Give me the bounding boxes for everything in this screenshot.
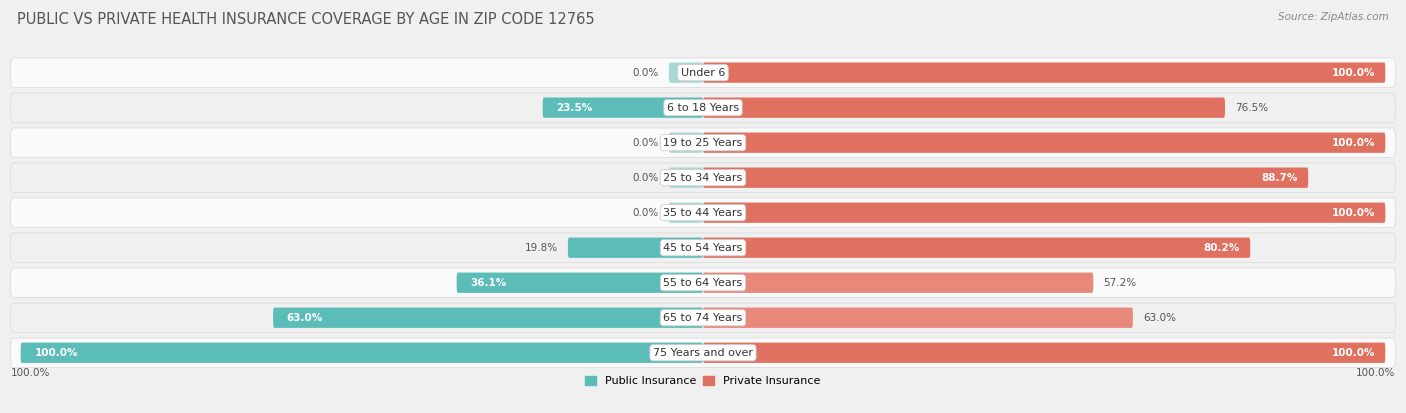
FancyBboxPatch shape <box>669 62 703 83</box>
Text: 35 to 44 Years: 35 to 44 Years <box>664 208 742 218</box>
FancyBboxPatch shape <box>10 128 1396 157</box>
Text: 100.0%: 100.0% <box>1331 208 1375 218</box>
FancyBboxPatch shape <box>273 308 703 328</box>
Text: 45 to 54 Years: 45 to 54 Years <box>664 243 742 253</box>
Text: 23.5%: 23.5% <box>557 103 592 113</box>
Text: 63.0%: 63.0% <box>287 313 323 323</box>
FancyBboxPatch shape <box>10 268 1396 297</box>
Text: 57.2%: 57.2% <box>1104 278 1136 288</box>
Text: Source: ZipAtlas.com: Source: ZipAtlas.com <box>1278 12 1389 22</box>
Text: PUBLIC VS PRIVATE HEALTH INSURANCE COVERAGE BY AGE IN ZIP CODE 12765: PUBLIC VS PRIVATE HEALTH INSURANCE COVER… <box>17 12 595 27</box>
FancyBboxPatch shape <box>703 168 1308 188</box>
Text: Under 6: Under 6 <box>681 68 725 78</box>
FancyBboxPatch shape <box>703 273 1094 293</box>
Text: 0.0%: 0.0% <box>633 173 658 183</box>
FancyBboxPatch shape <box>703 202 1385 223</box>
FancyBboxPatch shape <box>10 163 1396 192</box>
Text: 0.0%: 0.0% <box>633 208 658 218</box>
Text: 0.0%: 0.0% <box>633 138 658 148</box>
Text: 65 to 74 Years: 65 to 74 Years <box>664 313 742 323</box>
Text: 25 to 34 Years: 25 to 34 Years <box>664 173 742 183</box>
FancyBboxPatch shape <box>703 308 1133 328</box>
FancyBboxPatch shape <box>669 133 703 153</box>
FancyBboxPatch shape <box>703 62 1385 83</box>
Legend: Public Insurance, Private Insurance: Public Insurance, Private Insurance <box>581 372 825 391</box>
FancyBboxPatch shape <box>703 97 1225 118</box>
FancyBboxPatch shape <box>457 273 703 293</box>
Text: 80.2%: 80.2% <box>1204 243 1240 253</box>
Text: 36.1%: 36.1% <box>471 278 506 288</box>
Text: 100.0%: 100.0% <box>1331 348 1375 358</box>
FancyBboxPatch shape <box>703 133 1385 153</box>
Text: 75 Years and over: 75 Years and over <box>652 348 754 358</box>
FancyBboxPatch shape <box>669 168 703 188</box>
Text: 88.7%: 88.7% <box>1261 173 1298 183</box>
FancyBboxPatch shape <box>10 338 1396 368</box>
Text: 100.0%: 100.0% <box>1331 138 1375 148</box>
FancyBboxPatch shape <box>703 237 1250 258</box>
Text: 6 to 18 Years: 6 to 18 Years <box>666 103 740 113</box>
FancyBboxPatch shape <box>543 97 703 118</box>
Text: 100.0%: 100.0% <box>1331 68 1375 78</box>
Text: 19 to 25 Years: 19 to 25 Years <box>664 138 742 148</box>
Text: 63.0%: 63.0% <box>1143 313 1175 323</box>
FancyBboxPatch shape <box>10 233 1396 262</box>
FancyBboxPatch shape <box>10 198 1396 228</box>
Text: 100.0%: 100.0% <box>34 348 77 358</box>
Text: 19.8%: 19.8% <box>524 243 558 253</box>
Text: 100.0%: 100.0% <box>1357 368 1396 378</box>
FancyBboxPatch shape <box>703 343 1385 363</box>
Text: 55 to 64 Years: 55 to 64 Years <box>664 278 742 288</box>
FancyBboxPatch shape <box>10 93 1396 122</box>
FancyBboxPatch shape <box>10 303 1396 332</box>
Text: 100.0%: 100.0% <box>10 368 49 378</box>
Text: 76.5%: 76.5% <box>1236 103 1268 113</box>
FancyBboxPatch shape <box>568 237 703 258</box>
FancyBboxPatch shape <box>10 58 1396 87</box>
FancyBboxPatch shape <box>21 343 703 363</box>
FancyBboxPatch shape <box>669 202 703 223</box>
Text: 0.0%: 0.0% <box>633 68 658 78</box>
